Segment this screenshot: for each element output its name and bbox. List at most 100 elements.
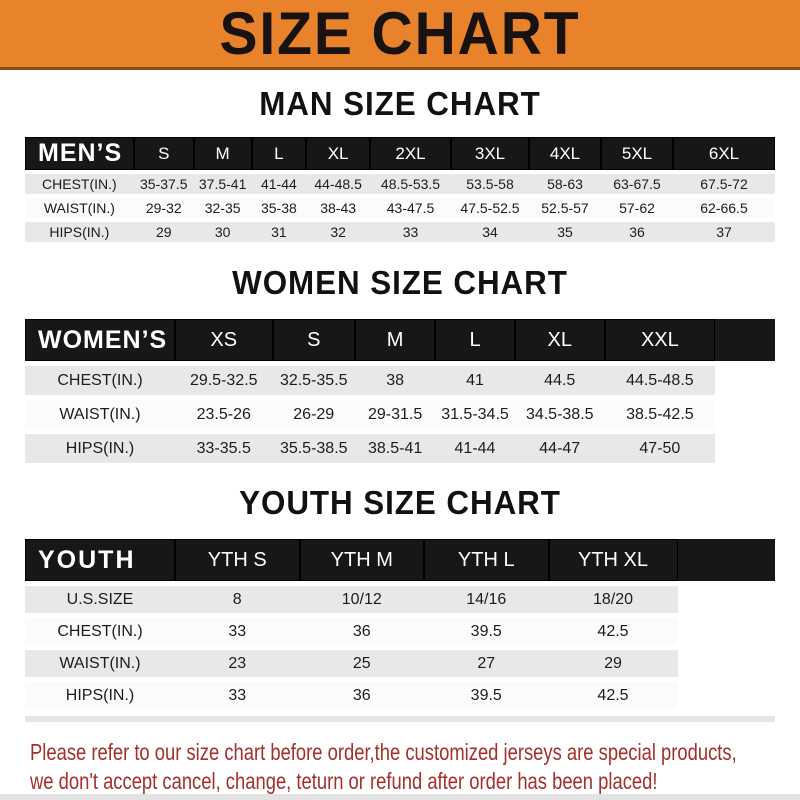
size-value-cell: 32: [306, 222, 370, 242]
size-value-cell: 32-35: [193, 198, 252, 218]
table-row: CHEST(IN.) 33 36 39.5 42.5: [25, 618, 775, 645]
section-heading-women: WOMEN SIZE CHART: [232, 264, 568, 301]
size-value-cell: 27: [424, 650, 549, 677]
size-column-header: 3XL: [451, 137, 529, 170]
table-bottom-bar: [25, 716, 775, 722]
size-column-header: XL: [306, 137, 370, 170]
order-notice-line2: we don't accept cancel, change, teturn o…: [30, 768, 658, 794]
table-header-row: WOMEN’S XS S M L XL XXL: [25, 319, 775, 361]
table-row: HIPS(IN.) 33-35.5 35.5-38.5 38.5-41 41-44 44-…: [25, 434, 775, 463]
spacer-cell: [678, 650, 776, 677]
size-value-cell: 35-37.5: [133, 174, 194, 194]
size-value-cell: 44.5-48.5: [604, 366, 715, 395]
size-value-cell: 47-50: [604, 434, 715, 463]
size-value-cell: 36: [299, 682, 424, 709]
size-column-header: YTH S: [175, 539, 300, 581]
row-label: HIPS(IN.): [25, 682, 175, 709]
row-label: CHEST(IN.): [25, 366, 175, 395]
size-value-cell: 52.5-57: [528, 198, 601, 218]
table-row: WAIST(IN.) 23 25 27 29: [25, 650, 775, 677]
size-value-cell: 29: [133, 222, 194, 242]
size-column-header: 4XL: [528, 137, 601, 170]
size-value-cell: 29.5-32.5: [175, 366, 273, 395]
size-charts: MAN SIZE CHART MEN’S S M L XL 2XL 3XL 4XL 5XL 6XL C…: [0, 85, 800, 722]
row-label: CHEST(IN.): [25, 618, 175, 645]
bottom-divider: [0, 794, 800, 800]
size-value-cell: 35.5-38.5: [272, 434, 355, 463]
spacer-cell: [715, 366, 775, 395]
table-row: WAIST(IN.) 29-32 32-35 35-38 38-43 43-47.5 47.…: [25, 198, 775, 218]
size-column-header: YTH L: [424, 539, 549, 581]
size-value-cell: 30: [193, 222, 252, 242]
size-value-cell: 39.5: [424, 618, 549, 645]
size-value-cell: 33: [175, 618, 300, 645]
row-label: WAIST(IN.): [25, 198, 134, 218]
size-column-header: 6XL: [672, 137, 775, 170]
table-row: CHEST(IN.) 35-37.5 37.5-41 41-44 44-48.5 48.5…: [25, 174, 775, 194]
row-label: WAIST(IN.): [25, 400, 175, 429]
table-corner-label: MEN’S: [25, 137, 134, 170]
size-value-cell: 31.5-34.5: [435, 400, 515, 429]
row-label: WAIST(IN.): [25, 650, 175, 677]
size-value-cell: 38.5-41: [355, 434, 436, 463]
size-value-cell: 8: [175, 586, 300, 613]
table-corner-label: WOMEN’S: [25, 319, 175, 361]
size-value-cell: 29-31.5: [355, 400, 436, 429]
size-value-cell: 38-43: [306, 198, 370, 218]
size-value-cell: 23: [175, 650, 300, 677]
order-notice: Please refer to our size chart before or…: [30, 738, 737, 796]
size-value-cell: 44-47: [514, 434, 605, 463]
size-value-cell: 34.5-38.5: [514, 400, 605, 429]
section-heading-youth: YOUTH SIZE CHART: [239, 484, 561, 521]
size-value-cell: 41-44: [435, 434, 515, 463]
spacer-cell: [678, 618, 776, 645]
size-value-cell: 31: [251, 222, 307, 242]
size-column-header: S: [272, 319, 355, 361]
table-corner-label: YOUTH: [25, 539, 175, 581]
size-column-header: L: [435, 319, 515, 361]
size-chart-section-youth: YOUTH SIZE CHART YOUTH YTH S YTH M YTH L YTH …: [0, 484, 800, 722]
size-value-cell: 58-63: [528, 174, 601, 194]
table-row: HIPS(IN.) 29 30 31 32 33 34 35 36 37: [25, 222, 775, 242]
size-value-cell: 41-44: [251, 174, 307, 194]
table-header-row: MEN’S S M L XL 2XL 3XL 4XL 5XL 6XL: [25, 137, 775, 170]
section-heading-men: MAN SIZE CHART: [259, 85, 541, 122]
size-value-cell: 35-38: [251, 198, 307, 218]
size-value-cell: 36: [299, 618, 424, 645]
table-row: U.S.SIZE 8 10/12 14/16 18/20: [25, 586, 775, 613]
size-value-cell: 57-62: [600, 198, 673, 218]
size-value-cell: 14/16: [424, 586, 549, 613]
size-table-women: WOMEN’S XS S M L XL XXL CHEST(IN.) 29.5-32.5 32.5…: [25, 314, 775, 468]
size-column-header: M: [355, 319, 436, 361]
size-column-header: 2XL: [370, 137, 451, 170]
size-column-header: XS: [175, 319, 273, 361]
row-label: U.S.SIZE: [25, 586, 175, 613]
size-value-cell: 32.5-35.5: [272, 366, 355, 395]
spacer-cell: [678, 586, 776, 613]
spacer-cell: [677, 539, 775, 581]
size-value-cell: 48.5-53.5: [370, 174, 451, 194]
size-value-cell: 67.5-72: [672, 174, 775, 194]
size-value-cell: 39.5: [424, 682, 549, 709]
spacer-cell: [678, 682, 776, 709]
row-label: CHEST(IN.): [25, 174, 134, 194]
size-value-cell: 37.5-41: [193, 174, 252, 194]
size-column-header: M: [193, 137, 252, 170]
size-column-header: 5XL: [600, 137, 673, 170]
size-value-cell: 25: [299, 650, 424, 677]
table-row: WAIST(IN.) 23.5-26 26-29 29-31.5 31.5-34.5 34…: [25, 400, 775, 429]
size-column-header: XL: [514, 319, 605, 361]
size-value-cell: 53.5-58: [451, 174, 529, 194]
size-value-cell: 10/12: [299, 586, 424, 613]
size-value-cell: 33: [175, 682, 300, 709]
size-value-cell: 44.5: [514, 366, 605, 395]
size-value-cell: 33-35.5: [175, 434, 273, 463]
size-value-cell: 38.5-42.5: [604, 400, 715, 429]
title-banner: SIZE CHART: [0, 0, 800, 70]
size-value-cell: 37: [672, 222, 775, 242]
spacer-cell: [715, 434, 775, 463]
size-column-header: YTH M: [299, 539, 424, 581]
spacer-cell: [715, 319, 775, 361]
size-column-header: S: [133, 137, 194, 170]
size-value-cell: 62-66.5: [672, 198, 775, 218]
